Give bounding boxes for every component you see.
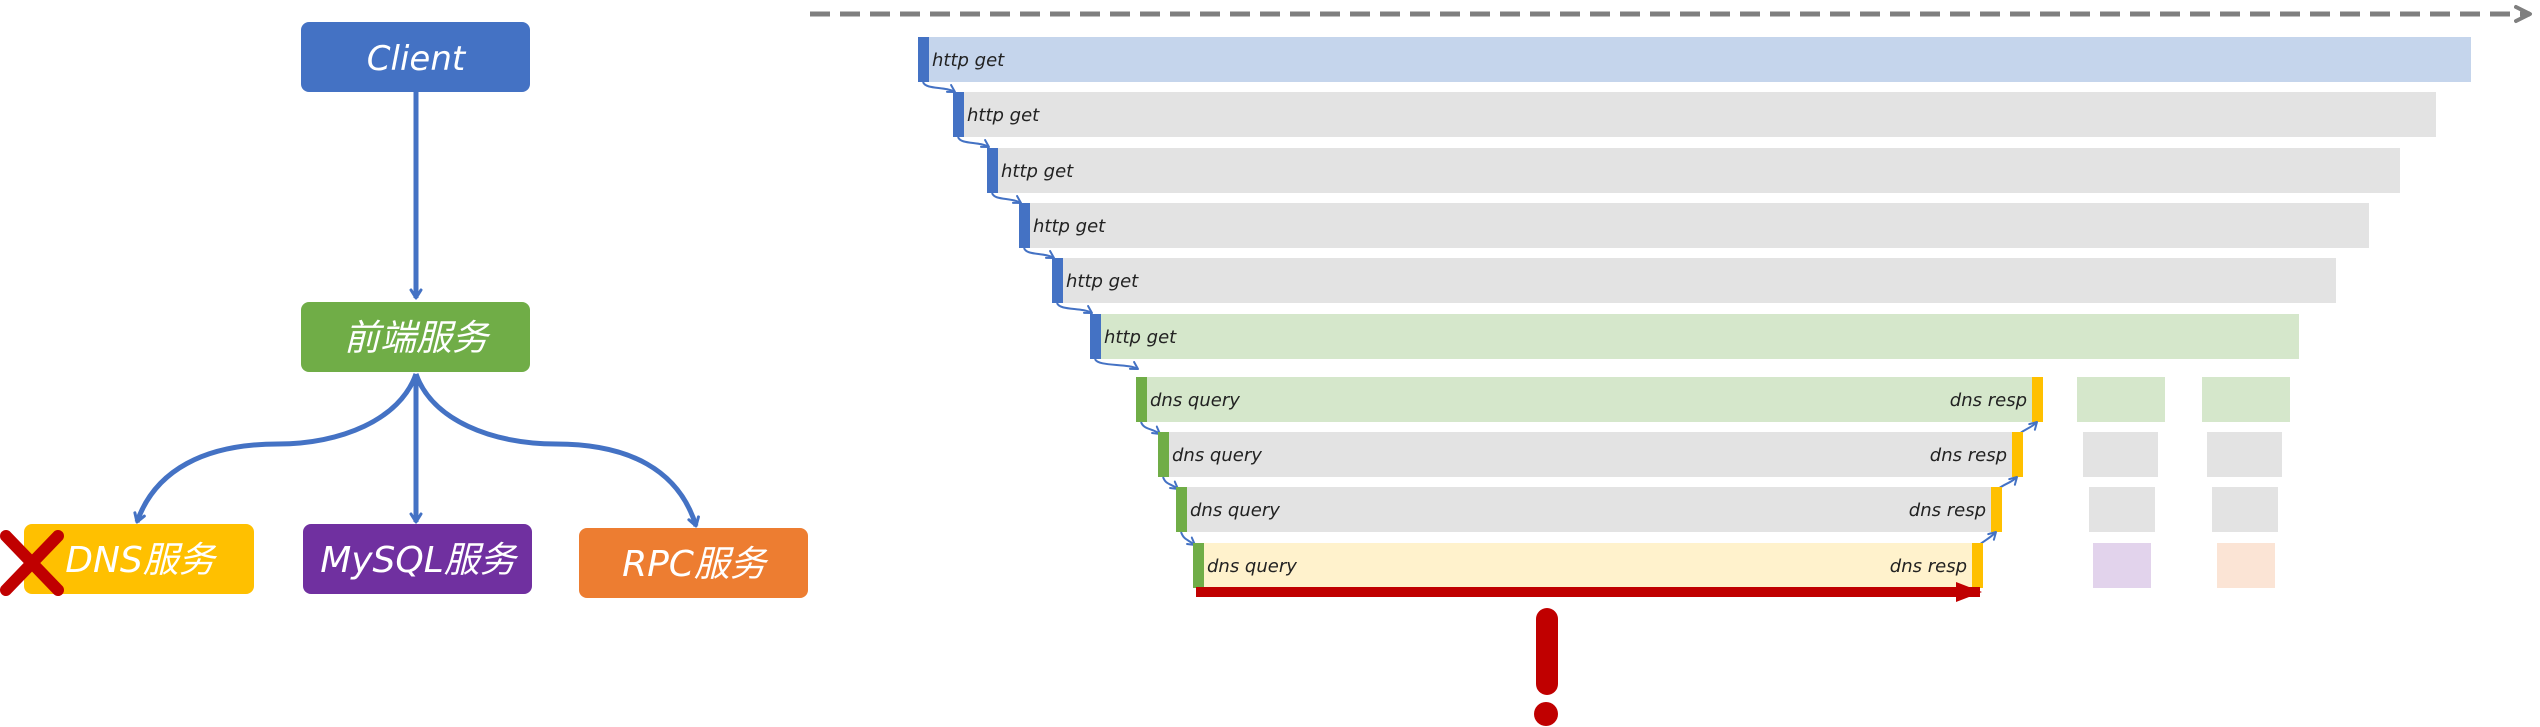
- rpc-node: RPC服务: [579, 528, 808, 598]
- http-span: http get: [953, 92, 2436, 148]
- http-spans: http get http get http get http get http get…: [918, 37, 2471, 370]
- http-span-label: http get: [1033, 216, 1106, 237]
- dns-span: dns query dns resp: [1158, 432, 2282, 490]
- child-connector: [922, 81, 956, 93]
- edge-frontend-rpc: [413, 373, 700, 528]
- span-start-marker: [1090, 314, 1101, 359]
- dns-node: DNS服务: [0, 524, 254, 596]
- http-span: http get: [987, 148, 2400, 204]
- span-start-marker: [1158, 432, 1169, 477]
- span-start-marker: [1052, 258, 1063, 303]
- child-connector: [1023, 247, 1055, 259]
- retry-block: [2217, 543, 2275, 588]
- dns-span: dns query dns resp: [1176, 487, 2278, 546]
- child-connector: [1162, 476, 1179, 490]
- span-start-marker: [1176, 487, 1187, 532]
- frontend-node: 前端服务: [301, 302, 530, 372]
- dns-query-label: dns query: [1172, 445, 1262, 466]
- frontend-label: 前端服务: [344, 318, 491, 359]
- mysql-node: MySQL服务: [303, 524, 532, 594]
- span-start-marker: [953, 92, 964, 137]
- dns-resp-label: dns resp: [1930, 445, 2007, 466]
- http-span: http get: [1052, 258, 2336, 314]
- exclamation-icon: [1534, 608, 1558, 726]
- dns-query-label: dns query: [1190, 500, 1280, 521]
- child-connector: [1094, 358, 1139, 370]
- http-span-label: http get: [967, 105, 1040, 126]
- edge-frontend-dns: [133, 373, 419, 524]
- span-end-marker: [2032, 377, 2043, 422]
- dns-resp-label: dns resp: [1909, 500, 1986, 521]
- span-start-marker: [1193, 543, 1204, 588]
- dns-resp-label: dns resp: [1950, 390, 2027, 411]
- dns-label: DNS服务: [65, 540, 218, 581]
- span-start-marker: [918, 37, 929, 82]
- failure-x-icon: [0, 530, 64, 596]
- span-end-marker: [1991, 487, 2002, 532]
- retry-block: [2089, 487, 2155, 532]
- http-span: http get: [1019, 203, 2369, 259]
- retry-block: [2093, 543, 2151, 588]
- span-end-marker: [1972, 543, 1983, 588]
- dns-span: dns query dns resp: [1193, 543, 2275, 588]
- child-connector: [1056, 302, 1093, 314]
- span-start-marker: [987, 148, 998, 193]
- trace-waterfall: http get http get http get http get http get…: [810, 5, 2532, 726]
- http-span: http get: [1090, 314, 2299, 370]
- http-span-label: http get: [932, 50, 1005, 71]
- retry-block: [2202, 377, 2290, 422]
- child-connector: [1140, 421, 1161, 435]
- dns-resp-label: dns resp: [1890, 556, 1967, 577]
- http-span: http get: [918, 37, 2471, 93]
- span-start-marker: [1019, 203, 1030, 248]
- rpc-label: RPC服务: [622, 544, 769, 585]
- service-topology: Client 前端服务 DNS服务 MySQL服务 RPC服务: [0, 22, 808, 598]
- http-span-label: http get: [1104, 327, 1177, 348]
- dns-span: dns query dns resp: [1136, 377, 2290, 435]
- http-span-label: http get: [1001, 161, 1074, 182]
- retry-block: [2212, 487, 2278, 532]
- client-label: Client: [367, 39, 467, 79]
- client-node: Client: [301, 22, 530, 92]
- child-connector: [991, 192, 1022, 204]
- retry-block: [2083, 432, 2158, 477]
- retry-block: [2077, 377, 2165, 422]
- dns-query-label: dns query: [1150, 390, 1240, 411]
- retry-block: [2207, 432, 2282, 477]
- http-span-label: http get: [1066, 271, 1139, 292]
- child-connector: [1180, 531, 1196, 546]
- span-start-marker: [1136, 377, 1147, 422]
- dns-query-label: dns query: [1207, 556, 1297, 577]
- child-connector: [957, 136, 990, 148]
- mysql-label: MySQL服务: [320, 540, 519, 581]
- span-end-marker: [2012, 432, 2023, 477]
